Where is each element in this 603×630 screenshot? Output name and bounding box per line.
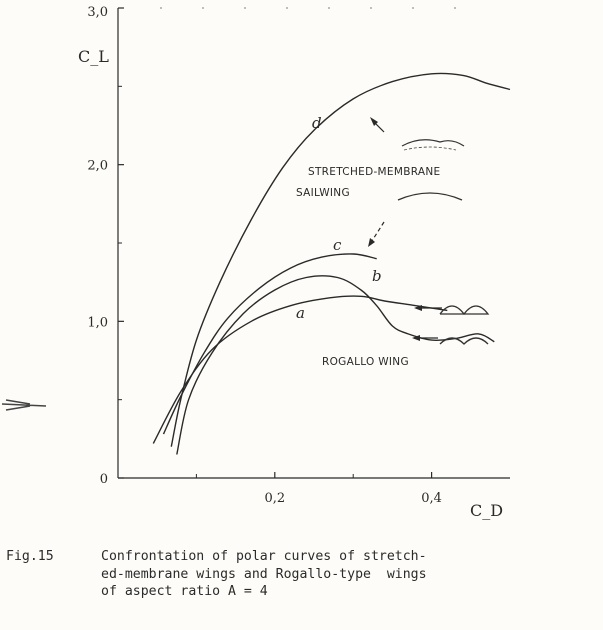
curves bbox=[152, 72, 511, 455]
sailwing-section-bottom bbox=[397, 192, 463, 201]
y-axis-title: C_L bbox=[78, 47, 109, 66]
x-tick-label: 0,2 bbox=[264, 491, 285, 506]
annotation-sailwing: SAILWING bbox=[296, 187, 350, 199]
curve-d bbox=[170, 72, 511, 447]
y-ticks: 0 1,0 2,0 3,0 bbox=[87, 5, 124, 487]
arrow-head-a bbox=[414, 305, 422, 311]
curve-label-a: a bbox=[296, 304, 305, 322]
figure-caption: Fig.15 Confrontation of polar curves of … bbox=[6, 548, 600, 601]
x-axis-title: C_D bbox=[470, 501, 503, 520]
annotation-stretched-membrane: STRETCHED-MEMBRANE bbox=[308, 166, 440, 178]
rogallo-section-a bbox=[439, 305, 490, 316]
curve-label-b: b bbox=[372, 267, 382, 285]
caption-line: Confrontation of polar curves of stretch… bbox=[101, 549, 427, 564]
arrow-head-c bbox=[368, 238, 375, 247]
arrow-head-d bbox=[370, 117, 378, 126]
curve-label-d: d bbox=[312, 114, 322, 132]
sailwing-section-top bbox=[401, 139, 465, 147]
margin-mark bbox=[1, 399, 47, 411]
polar-chart: 0 1,0 2,0 3,0 0,2 0,4 C_L C_D d c b a STRETC… bbox=[1, 5, 511, 520]
sailwing-section-top-2 bbox=[403, 146, 457, 151]
caption-line: of aspect ratio A = 4 bbox=[101, 584, 268, 599]
curve-b bbox=[176, 275, 495, 455]
y-tick-label: 1,0 bbox=[87, 315, 108, 330]
y-tick-label: 0 bbox=[100, 472, 108, 487]
curve-label-c: c bbox=[333, 236, 342, 254]
annotation-rogallo-wing: ROGALLO WING bbox=[322, 356, 409, 368]
figure-number: Fig.15 bbox=[6, 549, 54, 564]
x-tick-label: 0,4 bbox=[421, 491, 442, 506]
y-tick-label: 2,0 bbox=[87, 159, 108, 174]
rogallo-section-b bbox=[439, 337, 489, 345]
y-tick-label: 3,0 bbox=[87, 5, 108, 20]
arrow-head-b bbox=[412, 335, 420, 341]
curve-c bbox=[162, 253, 377, 435]
caption-text: Confrontation of polar curves of stretch… bbox=[101, 548, 600, 601]
caption-line: ed-membrane wings and Rogallo-type wings bbox=[101, 566, 427, 582]
x-ticks: 0,2 0,4 bbox=[195, 472, 442, 506]
